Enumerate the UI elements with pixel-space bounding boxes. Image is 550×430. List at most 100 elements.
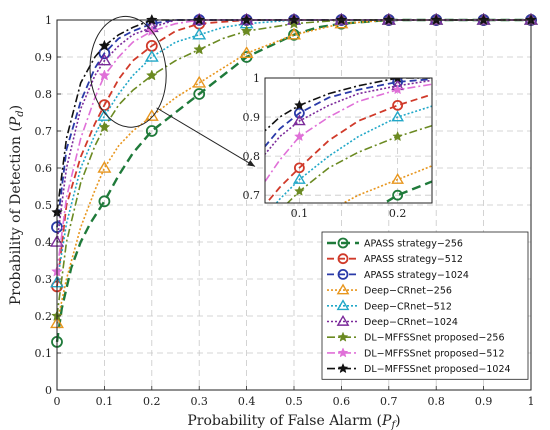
legend-marker — [336, 299, 350, 311]
inset-data-point-marker — [293, 107, 305, 119]
inset-data-point-marker — [392, 99, 404, 111]
inset-series-line — [265, 79, 432, 156]
data-point-marker — [240, 24, 253, 37]
y-tick-label: 0.5 — [35, 199, 53, 212]
y-tick-label: 0.4 — [35, 236, 53, 249]
x-axis-label-symbol: P — [381, 413, 392, 429]
legend-label: Deep−CRnet−256 — [364, 286, 452, 297]
data-point-marker — [430, 13, 443, 25]
x-tick-label: 0.5 — [285, 395, 303, 408]
y-tick-label: 0 — [45, 384, 52, 397]
legend-label: DL−MFFSSnet proposed−1024 — [364, 364, 511, 375]
inset-y-tick-label: 1 — [253, 72, 260, 85]
legend-marker — [337, 253, 349, 265]
y-tick-label: 0.6 — [35, 162, 53, 175]
data-point-marker — [382, 13, 395, 25]
data-point-marker — [97, 53, 112, 66]
series-line — [56, 19, 531, 287]
inset-series-deep-crnet-256 — [294, 165, 432, 238]
legend-entry: Deep−CRnet−1024 — [327, 314, 458, 328]
x-axis-label-paren-open: ( — [377, 413, 382, 429]
inset-data-point-marker — [392, 189, 404, 201]
legend-entry: APASS strategy−512 — [327, 253, 463, 265]
y-tick-label: 0.2 — [35, 310, 53, 323]
legend-marker — [337, 237, 349, 249]
data-point-marker — [98, 121, 111, 133]
legend-label: DL−MFFSSnet proposed−256 — [364, 333, 505, 344]
inset-series-line — [265, 93, 432, 203]
data-point-marker — [144, 109, 159, 121]
legend-entry: DL−MFFSSnet proposed−1024 — [327, 362, 511, 375]
x-tick-label: 0 — [54, 395, 61, 408]
x-tick-label: 0.6 — [333, 395, 351, 408]
inset-data-point-marker — [294, 130, 305, 142]
inset-data-point-marker — [294, 185, 305, 196]
inset-x-tick-label: 0.2 — [389, 207, 407, 220]
legend-label: Deep−CRnet−512 — [364, 301, 452, 312]
data-point-marker — [145, 69, 158, 81]
legend-marker — [337, 347, 349, 358]
legend-label: APASS strategy−1024 — [364, 270, 469, 281]
y-axis-label: Probability of Detection (Pd) — [8, 105, 26, 305]
zoom-annotation — [89, 15, 256, 167]
inset-series-layer — [265, 78, 432, 238]
data-point-marker — [193, 43, 206, 55]
inset-data-point-marker — [394, 78, 401, 83]
data-point-marker — [192, 75, 207, 88]
inset-series-dl-mffssnet-proposed-512 — [265, 83, 432, 183]
y-tick-label: 0.7 — [35, 125, 53, 138]
inset-data-point-marker — [292, 173, 306, 184]
data-point-marker — [98, 69, 111, 81]
data-point-marker — [145, 125, 158, 137]
y-tick-label: 0.8 — [35, 88, 53, 101]
legend-entry: APASS strategy−1024 — [327, 268, 469, 281]
inset-series-apass-strategy-512 — [265, 93, 432, 203]
inset-series-line — [265, 78, 432, 132]
zoom-ellipse — [89, 15, 167, 128]
series-line — [56, 19, 531, 317]
zoom-arrow-shaft — [156, 107, 256, 167]
data-point-marker — [240, 13, 253, 25]
x-tick-label: 0.4 — [238, 395, 256, 408]
legend-marker — [336, 283, 350, 295]
inset-data-point-marker — [392, 84, 403, 95]
data-point-marker — [288, 17, 300, 29]
legend: APASS strategy−256 APASS strategy−512 APAS… — [321, 231, 529, 380]
inset-y-tick-label: 0.7 — [243, 189, 261, 202]
y-tick-label: 0.1 — [35, 347, 53, 360]
inset-y-tick-label: 0.8 — [243, 150, 261, 163]
data-point-marker — [335, 13, 348, 25]
inset-data-point-marker — [293, 162, 305, 174]
inset-data-point-marker — [391, 110, 405, 122]
x-tick-label: 0.9 — [475, 395, 493, 408]
x-tick-label: 0.3 — [190, 395, 208, 408]
y-axis-label-paren-close: ) — [8, 105, 24, 110]
legend-label: Deep−CRnet−1024 — [364, 317, 458, 328]
series-line — [55, 18, 531, 343]
legend-label: APASS strategy−512 — [364, 254, 463, 265]
inset-data-point-marker — [294, 229, 304, 238]
inset-data-point-marker — [292, 114, 306, 126]
x-tick-label: 1 — [528, 395, 535, 408]
x-axis-label: Probability of False Alarm (Pf) — [187, 413, 400, 430]
legend-marker — [337, 268, 349, 280]
zoom-inset: 0.1 0.2 0.7 0.8 0.9 1 — [243, 72, 433, 238]
data-point-marker — [98, 39, 111, 51]
data-point-marker — [193, 13, 206, 25]
inset-data-point-marker — [392, 130, 403, 142]
legend-label: DL−MFFSSnet proposed−512 — [364, 348, 505, 359]
inset-y-tick-label: 0.9 — [243, 111, 261, 124]
legend-marker — [336, 314, 350, 326]
series-line — [56, 19, 531, 324]
inset-series-deep-crnet-512 — [275, 105, 432, 203]
data-point-marker — [192, 27, 207, 40]
data-point-marker — [97, 160, 112, 173]
inset-x-tick-label: 0.1 — [291, 207, 309, 220]
x-tick-label: 0.1 — [96, 395, 114, 408]
legend-marker — [337, 331, 349, 342]
x-axis-label-text: Probability of False Alarm — [187, 413, 372, 429]
inset-series-apass-strategy-256 — [382, 180, 432, 203]
x-tick-label: 0.2 — [143, 395, 161, 408]
